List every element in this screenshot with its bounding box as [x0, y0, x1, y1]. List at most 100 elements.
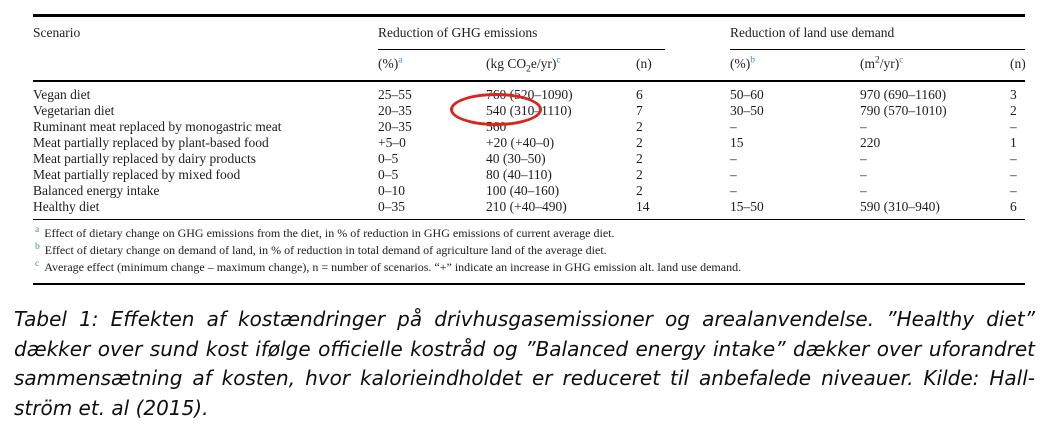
group-header-row: Scenario Reduction of GHG emissions Redu… [33, 17, 1026, 50]
cell-ghg-n: 2 [636, 151, 643, 166]
ghg-pct-label: (%) [378, 56, 399, 71]
cell-land-n: – [1010, 119, 1017, 134]
cell-land-m2: – [860, 151, 867, 166]
cell-land-pct: – [730, 119, 737, 134]
footnote-a-text: Effect of dietary change on GHG emission… [44, 226, 615, 240]
cell-ghg-kg: 40 (30–50) [486, 151, 546, 166]
col-header-land-pct: (%)b [730, 50, 860, 81]
cell-scenario: Meat partially replaced by dairy product… [33, 151, 257, 166]
land-pct-label: (%) [730, 56, 751, 71]
col-header-ghg-kg: (kg CO2e/yr)c [486, 50, 636, 81]
ghg-unit-suffix: e/yr) [530, 56, 557, 71]
col-header-ghg-n: (n) [636, 50, 730, 81]
cell-ghg-n: 2 [636, 183, 643, 198]
land-n-label: (n) [1010, 56, 1026, 71]
table-row: Meat partially replaced by plant-based f… [33, 135, 1025, 151]
cell-ghg-kg: 760 (520–1090) [486, 87, 573, 102]
cell-scenario: Meat partially replaced by mixed food [33, 167, 241, 182]
cell-land-pct: 50–60 [730, 87, 764, 102]
cell-land-m2: 220 [860, 135, 881, 150]
cell-land-n: – [1010, 151, 1017, 166]
col-header-land-m2: (m2/yr)c [860, 50, 1010, 81]
cell-scenario: Vegetarian diet [33, 103, 115, 118]
cell-land-pct: – [730, 183, 737, 198]
caption-line: Tabel 1: Effekten af kostændringer på dr… [14, 307, 1035, 331]
table-row: Balanced energy intake 0–10 100 (40–160)… [33, 183, 1025, 199]
footnote-ref-b: b [750, 55, 755, 66]
cell-ghg-pct: 0–10 [378, 183, 405, 198]
cell-ghg-pct: 20–35 [378, 103, 412, 118]
table-row: Vegetarian diet 20–35 540 (310–1110) 7 3… [33, 103, 1025, 119]
table-footnotes: a Effect of dietary change on GHG emissio… [33, 220, 1025, 285]
cell-ghg-kg: 540 (310–1110) [486, 103, 572, 118]
cell-ghg-n: 14 [636, 199, 650, 214]
table-row: Meat partially replaced by mixed food 0–… [33, 167, 1025, 183]
ghg-n-label: (n) [636, 56, 652, 71]
col-header-land-n: (n) [1010, 50, 1025, 81]
cell-scenario: Vegan diet [33, 87, 91, 102]
cell-scenario: Meat partially replaced by plant-based f… [33, 135, 269, 150]
cell-land-n: 3 [1010, 87, 1017, 102]
footnote-ref-a: a [398, 55, 403, 66]
cell-ghg-kg: 100 (40–160) [486, 183, 560, 198]
cell-ghg-n: 6 [636, 87, 643, 102]
cell-land-m2: – [860, 167, 867, 182]
cell-ghg-pct: 0–5 [378, 151, 399, 166]
land-unit-prefix: (m [860, 56, 875, 71]
table-body: Vegan diet 25–55 760 (520–1090) 6 50–60 … [33, 81, 1026, 220]
cell-ghg-kg: 210 (+40–490) [486, 199, 567, 214]
footnote-ref-c: c [556, 55, 561, 66]
col-header-scenario: Scenario [33, 17, 378, 81]
land-group-label: Reduction of land use demand [730, 25, 1026, 50]
footnote-a: a Effect of dietary change on GHG emissio… [35, 225, 1025, 242]
footnote-marker-c: c [35, 259, 40, 269]
cell-ghg-n: 2 [636, 119, 643, 134]
cell-land-pct: 15–50 [730, 199, 764, 214]
cell-scenario: Balanced energy intake [33, 183, 160, 198]
cell-ghg-pct: +5–0 [378, 135, 406, 150]
footnote-c: c Average effect (minimum change – maximu… [35, 259, 1025, 276]
col-header-ghg-pct: (%)a [378, 50, 486, 81]
footnote-marker-b: b [35, 242, 40, 252]
ghg-group-label: Reduction of GHG emissions [378, 25, 665, 50]
cell-ghg-pct: 25–55 [378, 87, 412, 102]
cell-ghg-n: 2 [636, 135, 643, 150]
ghg-unit-prefix: (kg CO [486, 56, 527, 71]
cell-land-m2: – [860, 183, 867, 198]
table-row: Vegan diet 25–55 760 (520–1090) 6 50–60 … [33, 81, 1025, 103]
cell-ghg-pct: 0–35 [378, 199, 405, 214]
cell-scenario: Healthy diet [33, 199, 100, 214]
co2-subscript: 2 [526, 64, 531, 75]
col-group-ghg: Reduction of GHG emissions [378, 17, 730, 50]
cell-ghg-kg: 80 (40–110) [486, 167, 552, 182]
cell-land-pct: 15 [730, 135, 744, 150]
cell-ghg-n: 2 [636, 167, 643, 182]
caption-line: sammensætning af kosten, hvor kalorieind… [14, 366, 1035, 390]
table-row: Healthy diet 0–35 210 (+40–490) 14 15–50… [33, 199, 1025, 220]
footnote-c-text: Average effect (minimum change – maximum… [44, 260, 742, 274]
caption-line: ström et. al (2015). [14, 395, 209, 420]
cell-land-pct: – [730, 167, 737, 182]
cell-ghg-kg: 560 [486, 119, 507, 134]
cell-land-m2: 790 (570–1010) [860, 103, 947, 118]
footnote-ref-c: c [899, 55, 904, 66]
col-group-land: Reduction of land use demand [730, 17, 1026, 50]
cell-ghg-pct: 20–35 [378, 119, 412, 134]
cell-land-m2: 590 (310–940) [860, 199, 940, 214]
table-row: Ruminant meat replaced by monogastric me… [33, 119, 1025, 135]
table-row: Meat partially replaced by dairy product… [33, 151, 1025, 167]
scenario-header-label: Scenario [33, 25, 81, 40]
cell-land-m2: 970 (690–1160) [860, 87, 947, 102]
cell-land-n: – [1010, 183, 1017, 198]
cell-land-n: – [1010, 167, 1017, 182]
effects-table: Scenario Reduction of GHG emissions Redu… [33, 14, 1026, 285]
footnote-b-text: Effect of dietary change on demand of la… [44, 243, 607, 257]
land-unit-suffix: /yr) [879, 56, 900, 71]
footnote-marker-a: a [35, 225, 40, 235]
cell-land-m2: – [860, 119, 867, 134]
cell-ghg-pct: 0–5 [378, 167, 399, 182]
table-header: Scenario Reduction of GHG emissions Redu… [33, 17, 1026, 81]
cell-land-pct: 30–50 [730, 103, 764, 118]
unit-header-row: (%)a (kg CO2e/yr)c (n) (%)b (m2/yr)c [33, 50, 1025, 81]
